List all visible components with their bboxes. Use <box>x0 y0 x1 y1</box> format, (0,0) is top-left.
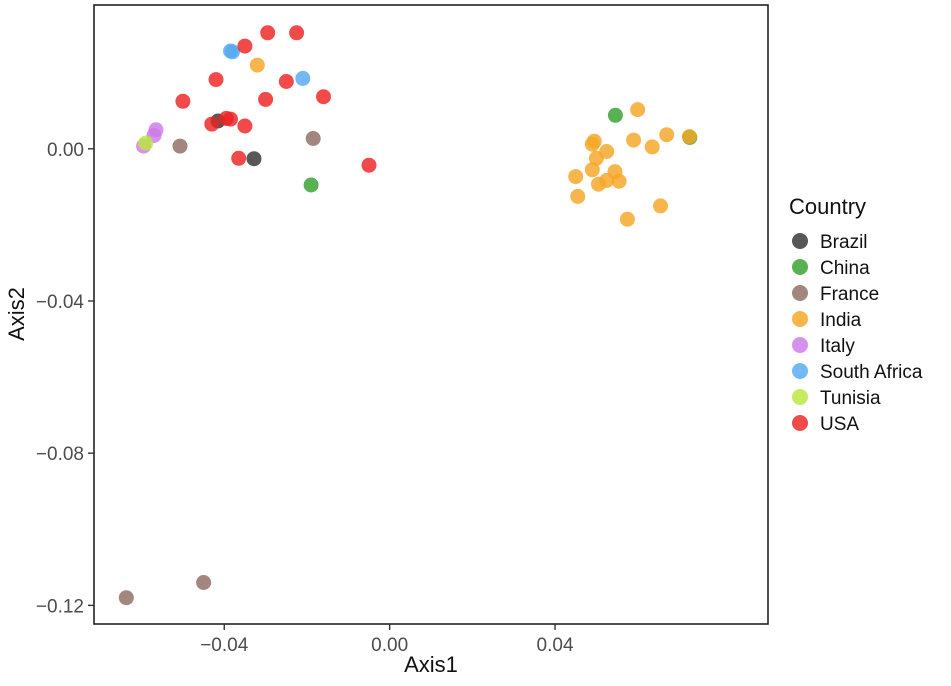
point-france <box>305 131 321 146</box>
x-axis-label: Axis1 <box>404 652 458 677</box>
point-india <box>681 129 697 145</box>
legend-label: China <box>820 258 870 279</box>
y-tick-label: −0.12 <box>36 596 84 617</box>
x-tick-label: 0.00 <box>371 635 408 656</box>
y-axis-label: Axis2 <box>4 287 29 341</box>
y-tick-label: −0.04 <box>36 292 85 313</box>
point-south-africa <box>225 44 240 60</box>
x-tick-label: 0.04 <box>537 635 574 656</box>
point-india <box>568 169 584 185</box>
legend-label: India <box>820 310 862 331</box>
legend-key-china <box>792 259 808 275</box>
point-india <box>249 57 265 73</box>
point-usa <box>237 38 253 54</box>
point-usa <box>260 25 276 41</box>
legend-label: Tunisia <box>820 388 881 409</box>
point-usa <box>278 74 294 89</box>
legend-key-italy <box>792 337 808 353</box>
point-usa <box>258 91 274 107</box>
legend-label: France <box>820 284 879 305</box>
point-usa <box>208 72 224 88</box>
point-usa <box>175 93 191 109</box>
legend-key-brazil <box>792 233 808 249</box>
point-france <box>172 138 188 154</box>
legend: Country Brazil China France India Italy South… <box>789 194 923 435</box>
point-usa <box>223 111 238 127</box>
point-usa <box>204 116 220 132</box>
legend-label: USA <box>820 414 859 435</box>
legend-label: Brazil <box>820 232 868 253</box>
point-india <box>619 211 635 227</box>
point-usa <box>316 89 331 105</box>
point-china <box>303 177 319 193</box>
legend-key-india <box>792 311 808 327</box>
legend-label: South Africa <box>820 362 923 383</box>
point-france <box>196 575 212 590</box>
points-layer <box>118 25 698 606</box>
y-axis: 0.00 −0.04 −0.08 −0.12 <box>36 140 94 617</box>
point-usa <box>237 118 253 134</box>
legend-key-france <box>792 285 808 301</box>
point-india <box>659 127 675 143</box>
legend-key-usa <box>792 415 808 431</box>
y-tick-label: −0.08 <box>36 444 84 465</box>
point-china <box>607 107 623 123</box>
x-axis: −0.04 0.00 0.04 <box>200 624 574 656</box>
point-usa <box>289 25 305 41</box>
point-india <box>644 139 660 155</box>
legend-title: Country <box>789 194 866 219</box>
point-tunisia <box>138 135 154 151</box>
point-india <box>570 188 586 204</box>
point-india <box>630 102 646 118</box>
point-india <box>588 150 604 166</box>
point-india <box>584 136 600 152</box>
point-india <box>584 162 600 178</box>
point-france <box>118 590 134 606</box>
point-usa <box>361 157 377 173</box>
point-india <box>626 132 642 148</box>
point-india <box>611 173 627 189</box>
point-india <box>653 198 668 214</box>
point-brazil <box>246 151 262 167</box>
legend-key-south-africa <box>792 363 808 379</box>
legend-label: Italy <box>820 336 855 357</box>
point-india <box>591 176 606 192</box>
point-usa <box>231 150 247 166</box>
legend-key-tunisia <box>792 389 808 405</box>
x-tick-label: −0.04 <box>200 635 249 656</box>
point-south-africa <box>295 70 311 86</box>
plot-panel <box>93 4 769 625</box>
y-tick-label: 0.00 <box>47 140 84 161</box>
